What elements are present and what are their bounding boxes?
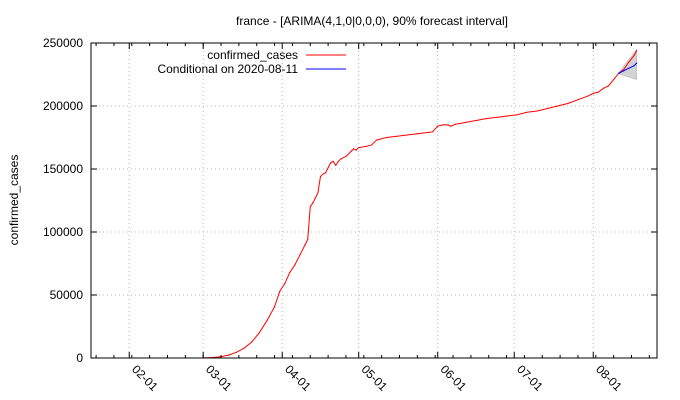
- confirmed-cases-point: [251, 341, 253, 343]
- confirmed-cases-point: [406, 134, 408, 136]
- confirmed-cases-point: [235, 351, 237, 353]
- confirmed-cases-point: [312, 202, 314, 204]
- confirmed-cases-point: [454, 123, 457, 125]
- confirmed-cases-point: [375, 139, 378, 141]
- confirmed-cases-point: [447, 124, 449, 126]
- confirmed-cases-point: [340, 158, 342, 160]
- y-tick-label: 200000: [43, 99, 83, 113]
- confirmed-cases-point: [289, 271, 291, 273]
- confirmed-cases-point: [358, 146, 360, 149]
- confirmed-cases-point: [495, 116, 497, 118]
- confirmed-cases-point: [465, 121, 467, 123]
- confirmed-cases-point: [279, 290, 281, 293]
- confirmed-cases-point: [426, 131, 429, 134]
- confirmed-cases-point: [432, 131, 434, 133]
- confirmed-cases-point: [386, 136, 388, 139]
- confirmed-cases-point: [294, 264, 296, 266]
- confirmed-cases-point: [449, 125, 452, 127]
- confirmed-cases-point: [628, 61, 630, 63]
- confirmed-cases-point: [396, 135, 398, 137]
- conditional-forecast-point: [633, 65, 635, 67]
- confirmed-cases-point: [567, 102, 569, 105]
- confirmed-cases-point: [284, 283, 286, 285]
- confirmed-cases-point: [332, 160, 334, 163]
- legend-label-confirmed-cases: confirmed_cases: [207, 48, 298, 62]
- confirmed-cases-point: [304, 244, 306, 246]
- x-tick-label: 03-01: [203, 362, 235, 394]
- legend: confirmed_cases Conditional on 2020-08-1…: [157, 48, 346, 76]
- confirmed-cases-point: [526, 111, 528, 113]
- confirmed-cases-point: [365, 145, 367, 147]
- x-tick-label: 08-01: [593, 362, 625, 394]
- confirmed-cases-point: [587, 95, 589, 97]
- confirmed-cases-point: [505, 115, 508, 117]
- y-tick-label: 150000: [43, 162, 83, 176]
- confirmed-cases-point: [327, 167, 329, 169]
- confirmed-cases-point: [330, 162, 332, 164]
- confirmed-cases-point: [324, 172, 327, 174]
- confirmed-cases-point: [592, 92, 594, 94]
- confirmed-cases-point: [556, 105, 559, 107]
- confirmed-cases-point: [353, 148, 355, 150]
- confirmed-cases-point: [607, 85, 610, 87]
- y-axis-label: confirmed_cases: [7, 155, 21, 246]
- x-tick-label: 06-01: [438, 362, 470, 394]
- confirmed-cases-point: [266, 320, 268, 322]
- confirmed-cases-line: [203, 50, 638, 359]
- confirmed-cases-point: [355, 149, 357, 151]
- confirmed-cases-point: [273, 306, 276, 308]
- y-tick-label: 50000: [50, 288, 84, 302]
- confirmed-cases-point: [258, 332, 260, 334]
- confirmed-cases-point: [243, 347, 245, 349]
- confirmed-cases-point: [623, 68, 625, 71]
- confirmed-cases-point: [335, 164, 337, 166]
- confirmed-cases-point: [475, 119, 477, 122]
- confirmed-cases-point: [577, 99, 579, 101]
- confirmed-cases-point: [309, 206, 311, 208]
- x-tick-label: 05-01: [359, 362, 391, 394]
- confirmed-cases-point: [613, 78, 615, 81]
- confirmed-cases-point: [228, 354, 230, 356]
- confirmed-cases-point: [636, 49, 638, 52]
- confirmed-cases-point: [345, 155, 347, 157]
- conditional-forecast-point: [623, 70, 625, 72]
- confirmed-cases-point: [370, 144, 373, 146]
- confirmed-cases-point: [485, 118, 487, 120]
- confirmed-cases-point: [322, 173, 324, 175]
- x-tick-label: 04-01: [282, 362, 314, 394]
- confirmed-cases-point: [350, 150, 352, 152]
- confirmed-cases-point: [337, 160, 339, 163]
- y-tick-label: 250000: [43, 36, 83, 50]
- x-tick-label: 07-01: [514, 362, 546, 394]
- confirmed-cases-point: [299, 254, 301, 256]
- conditional-forecast-point: [628, 67, 630, 69]
- y-tick-label: 0: [76, 351, 83, 365]
- confirmed-cases-point: [437, 125, 439, 127]
- x-tick-label: 02-01: [129, 362, 161, 394]
- confirmed-cases-point: [536, 110, 538, 112]
- confirmed-cases-point: [546, 107, 548, 110]
- confirmed-cases-point: [633, 55, 635, 57]
- confirmed-cases-point: [307, 238, 309, 241]
- tick-layer: 0 50000 100000 150000 200000 250000 02-01 03-01…: [43, 36, 657, 394]
- confirmed-cases-point: [516, 114, 518, 116]
- confirmed-cases-point: [602, 87, 605, 89]
- confirmed-cases-point: [317, 192, 319, 194]
- conditional-forecast-point: [636, 62, 638, 64]
- confirmed-cases-point: [416, 133, 418, 135]
- confirmed-cases-point: [314, 197, 316, 199]
- series-layer: [202, 49, 638, 359]
- confirmed-cases-point: [597, 91, 599, 93]
- confirmed-cases-point: [442, 124, 444, 126]
- legend-label-conditional: Conditional on 2020-08-11: [157, 62, 298, 76]
- confirmed-cases-point: [319, 175, 322, 178]
- grid-layer: [91, 43, 657, 358]
- chart-title: france - [ARIMA(4,1,0|0,0,0), 90% foreca…: [236, 14, 508, 28]
- plot-frame: [90, 42, 658, 359]
- y-tick-label: 100000: [43, 225, 83, 239]
- conditional-forecast-point: [618, 72, 620, 74]
